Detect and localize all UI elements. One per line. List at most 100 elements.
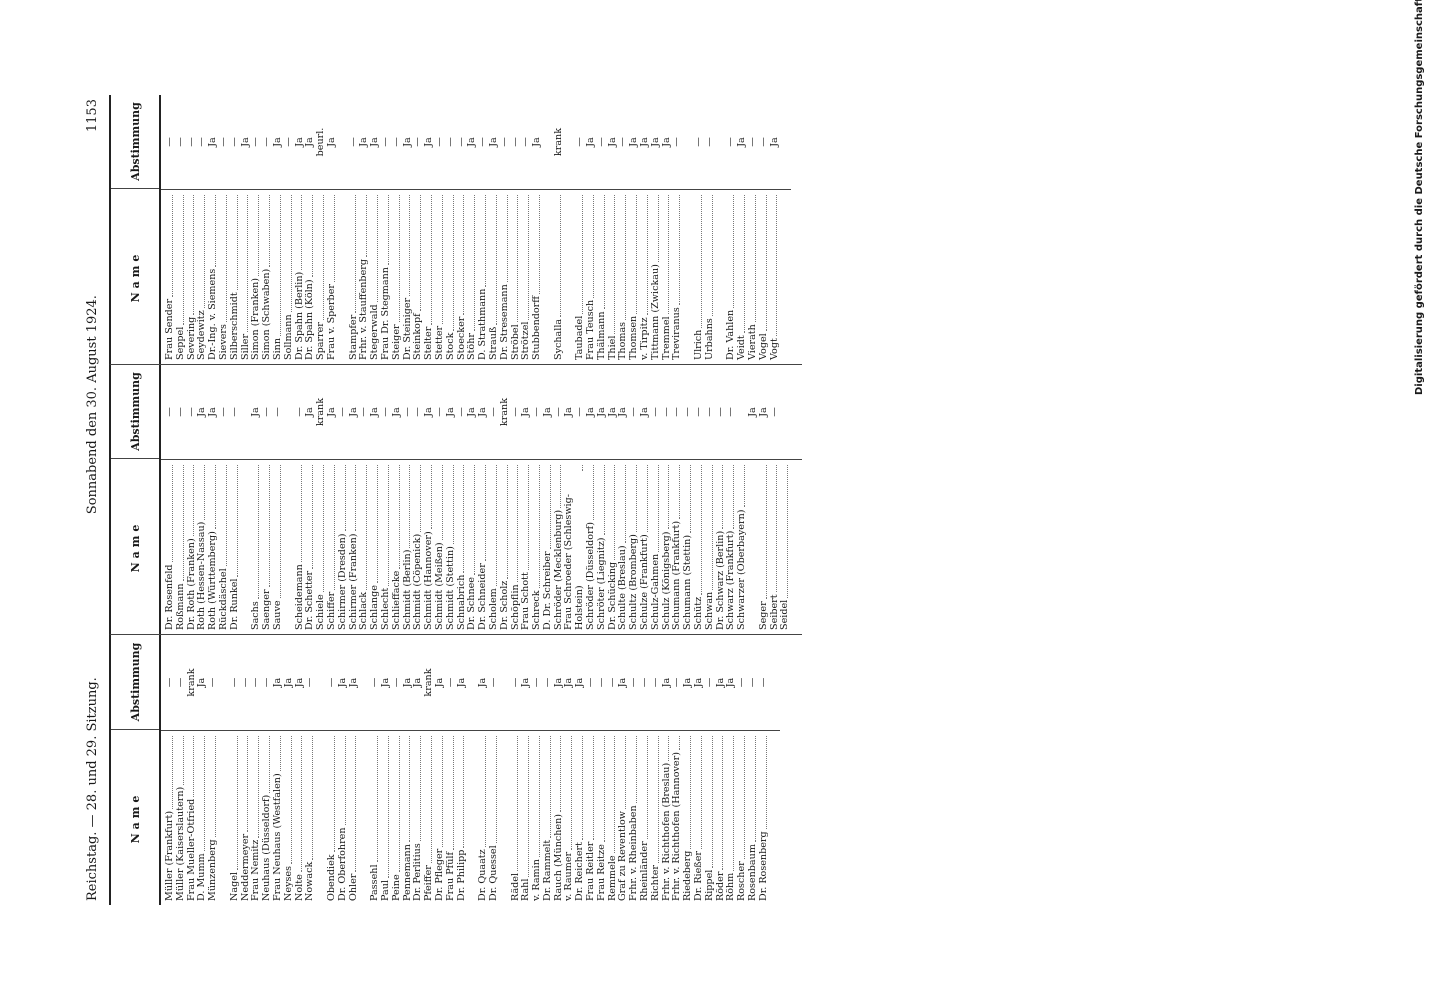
name-cell: Schwarzer (Oberbayern) xyxy=(736,463,748,630)
vote-row: — xyxy=(228,95,241,189)
name-row: Seger xyxy=(757,463,770,630)
column-heading: Name Abstimmung xyxy=(111,95,161,364)
dot-leader xyxy=(229,465,238,577)
member-name: Münzenberg xyxy=(207,839,219,901)
dot-leader xyxy=(618,465,627,544)
member-name: Seidel xyxy=(779,599,791,630)
vote-row: — xyxy=(444,635,457,730)
name-row: Dr. Oberfohren xyxy=(336,734,349,901)
vote-group: — — xyxy=(693,95,716,189)
name-cell: Sychalla xyxy=(552,193,565,360)
member-name: Frau v. Sperber xyxy=(325,284,337,360)
member-name: Frau Pfülf xyxy=(444,852,456,901)
dot-leader xyxy=(737,195,746,334)
name-row: Thälmann xyxy=(596,193,608,360)
column-body: Müller (Frankfurt) Müller (Kaiserslautern… xyxy=(161,635,781,905)
dot-leader xyxy=(488,736,497,844)
name-cell: Schmidt (Stettin) xyxy=(445,463,457,630)
dot-leader xyxy=(272,195,281,336)
vote-group: Ja Ja — xyxy=(747,365,781,459)
name-row: Stubbendorff xyxy=(531,193,543,360)
name-cell: Stock xyxy=(445,193,457,360)
name-group: Taubadel Frau Teusch Thälmann Thiel Thomas Th… xyxy=(574,193,683,360)
vote-row: — xyxy=(337,365,349,459)
name-group: Scheidemann Dr. Schetter Schiele Schiffer Sc… xyxy=(294,463,748,630)
vote: Ja xyxy=(757,407,769,417)
name-group: Dr. Vahlen Veidt Vierath Vogel Vogt xyxy=(725,193,780,360)
vote: — xyxy=(228,137,240,147)
dot-leader xyxy=(694,195,702,328)
vote: — xyxy=(228,407,240,417)
name-group: Sychalla xyxy=(552,193,565,360)
member-name: Seger xyxy=(757,601,769,630)
name-column: Müller (Frankfurt) Müller (Kaiserslautern… xyxy=(161,730,781,905)
name-cell: Dr. Runkel xyxy=(229,463,241,630)
dot-leader xyxy=(726,195,735,308)
member-name: Sychalla xyxy=(552,318,564,360)
dot-leader xyxy=(402,736,411,843)
name-cell: Passehl xyxy=(369,734,381,901)
dot-leader xyxy=(542,465,551,550)
name-group: Ulrich Urbahns xyxy=(693,193,716,360)
vote-row: — xyxy=(704,95,716,189)
member-name: Dr. Oberfohren xyxy=(336,827,348,901)
dot-leader xyxy=(165,465,173,563)
dot-leader xyxy=(532,736,540,858)
dot-leader xyxy=(413,736,422,842)
name-cell: Treviranus xyxy=(671,193,683,360)
dot-leader xyxy=(596,736,605,843)
dot-leader xyxy=(596,195,605,310)
vote-column: — — — — Ja — — Ja — — Ja — Ja Ja beurl. Ja — Ja Ja — — Ja — Ja —… xyxy=(161,95,791,189)
dot-leader xyxy=(380,195,389,266)
name-cell: Dr. Stresemann xyxy=(499,193,511,360)
member-name: Vogt xyxy=(768,338,780,360)
dot-leader xyxy=(726,736,735,871)
dot-leader xyxy=(596,465,605,536)
name-row: Simon (Schwaben) xyxy=(261,193,273,360)
name-cell: Sauve xyxy=(272,463,284,630)
dot-leader xyxy=(262,195,270,267)
vote-row: Ja xyxy=(445,365,457,459)
dot-leader xyxy=(391,465,400,569)
name-group: Frau Sender Seppel Severing Seydewitz Dr.-In… xyxy=(164,193,338,360)
name-row: Frau v. Sperber xyxy=(325,193,338,360)
vote-row: Ja xyxy=(336,635,349,730)
dot-leader xyxy=(704,736,713,868)
name-cell: Dr. Quessel xyxy=(488,734,500,901)
vote-row: — xyxy=(769,365,781,459)
dot-leader xyxy=(553,195,562,317)
dot-leader xyxy=(272,736,281,772)
vote-row: Ja xyxy=(348,635,360,730)
vote-group: — Ja Ja — — Ja — Ja — — — Ja — Ja — — — Ja xyxy=(348,95,543,189)
dot-leader xyxy=(283,736,292,864)
header-left: Reichstag. — 28. und 29. Sitzung. xyxy=(85,677,100,901)
name-row: Schirmer (Dresden) xyxy=(337,463,349,630)
vote: Ja xyxy=(336,677,348,688)
dot-leader xyxy=(467,195,476,332)
name-cell: Rädel xyxy=(510,734,522,901)
dot-leader xyxy=(326,195,335,283)
name-cell: Stubbendorff xyxy=(531,193,543,360)
dot-leader xyxy=(586,465,594,521)
vote-row: krank xyxy=(553,95,565,189)
vote: — xyxy=(444,677,456,688)
name-group: Obendiek Dr. Oberfohren Ohler xyxy=(326,734,359,901)
vote: Ja xyxy=(282,677,294,688)
dot-leader xyxy=(715,465,724,529)
vote: — xyxy=(304,677,316,688)
name-row: Dr. Stresemann xyxy=(499,193,511,360)
vote: Ja xyxy=(390,407,402,417)
dot-leader xyxy=(370,465,378,584)
vote-column: — — krank Ja — — — — — Ja Ja Ja — — Ja Ja — Ja — Ja Ja krank J… xyxy=(161,635,780,730)
funding-note: Digitalisierung gefördert durch die Deut… xyxy=(1414,0,1425,395)
name-group: Rädel Rahl v. Ramin Dr. Rammelt Rauch (Münch… xyxy=(510,734,770,901)
name-row: Schmidt (Stettin) xyxy=(445,463,457,630)
name-row: Frau Pfülf xyxy=(444,734,457,901)
name-cell: Nowack xyxy=(304,734,316,901)
dot-leader xyxy=(694,465,702,595)
dot-leader xyxy=(467,465,476,576)
member-name: Silberschmidt xyxy=(228,292,240,360)
dot-leader xyxy=(165,736,173,809)
member-name: Urbahns xyxy=(703,318,715,360)
name-group: Sachs Saenger Sauve xyxy=(250,463,284,630)
